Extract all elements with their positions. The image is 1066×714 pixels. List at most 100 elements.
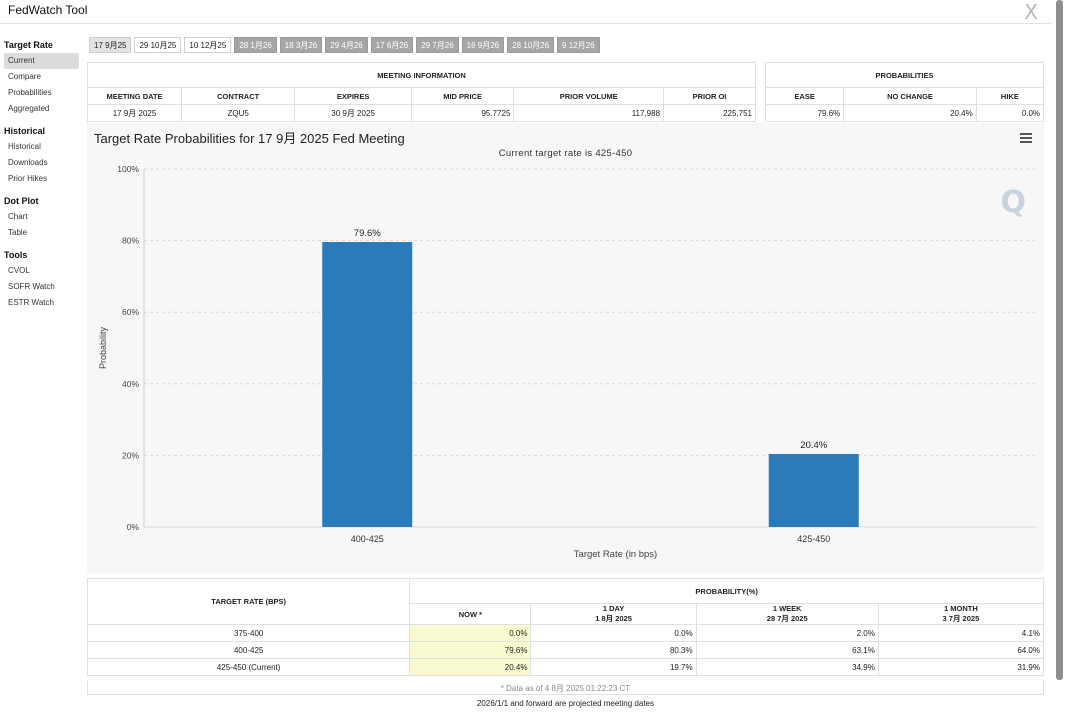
sidebar-item-downloads[interactable]: Downloads [8, 158, 48, 167]
probability-value-cell: 20.4% [409, 658, 532, 676]
horizon-column-header: 1 DAY 1 8月 2025 [530, 603, 697, 625]
meeting-column-header: MEETING DATE [86, 87, 183, 105]
sidebar-item-cvol[interactable]: CVOL [8, 266, 30, 275]
meeting-tab[interactable]: 18 3月26 [279, 37, 323, 53]
probability-column-header: HIKE [975, 87, 1045, 105]
sidebar-item-prior-hikes[interactable]: Prior Hikes [8, 174, 48, 183]
quikstrike-logo: Q [1000, 185, 1026, 220]
target-rate-cell: 425-450 (Current) [86, 658, 411, 676]
meeting-column-header: EXPIRES [294, 87, 412, 105]
horizon-date: 3 7月 2025 [942, 614, 980, 623]
meeting-cell: 95.7725 [410, 104, 515, 122]
meeting-cell: 225,751 [663, 104, 756, 122]
target-rate-header: TARGET RATE (BPS) [86, 578, 411, 625]
probability-cell: 20.4% [843, 104, 977, 122]
sidebar-nav: Target Rate Current Compare Probabilities Ag… [0, 36, 82, 311]
meeting-column-header: MID PRICE [410, 87, 515, 105]
projected-dates-note: 2026/1/1 and forward are projected meeti… [476, 699, 654, 708]
sidebar-item-historical[interactable]: Historical [8, 142, 41, 151]
y-tick-label: 20% [122, 450, 139, 460]
sidebar-item-chart[interactable]: Chart [8, 212, 28, 221]
sidebar-section-title: Dot Plot [4, 196, 39, 206]
meeting-info-header: MEETING INFORMATION [87, 62, 756, 88]
probabilities-header: PROBABILITIES [765, 62, 1044, 88]
probabilities-table: PROBABILITIES EASE NO CHANGE HIKE 79.6% 20.… [764, 62, 1045, 122]
probability-column-header: NO CHANGE [843, 87, 977, 105]
x-tick-label: 400-425 [351, 534, 384, 544]
meeting-date-tabs: 17 9月25 29 10月25 10 12月25 28 1月26 18 3月26 29 … [89, 37, 600, 53]
meeting-tab[interactable]: 9 12月26 [557, 37, 600, 53]
bar-425-450[interactable] [768, 453, 859, 527]
target-rate-cell: 400-425 [86, 641, 411, 659]
probability-cell: 79.6% [764, 104, 845, 122]
chart-subtitle: Current target rate is 425-450 [498, 148, 633, 159]
horizon-date: 1 8月 2025 [595, 614, 632, 623]
horizon-column-header: NOW * [409, 603, 532, 625]
title-bar: FedWatch Tool X [0, 0, 1052, 24]
bar-value-label: 20.4% [800, 440, 827, 451]
table-row: 375-400 0.0% 0.0% 2.0% 4.1% [86, 624, 1045, 642]
chart-plot-area: 0% 20% 40% 60% 80% 100% 79.6% 400-425 20.4% 425-4… [98, 164, 1037, 560]
y-axis-label: Probability [98, 326, 108, 369]
probability-cell: 0.0% [975, 104, 1045, 122]
probability-value-cell: 80.3% [530, 641, 697, 659]
probability-value-cell: 0.0% [409, 624, 532, 642]
x-tick-label: 425-450 [797, 534, 830, 544]
y-tick-label: 60% [122, 307, 139, 317]
horizon-column-header: 1 MONTH 3 7月 2025 [877, 603, 1045, 625]
sidebar-item-estr-watch[interactable]: ESTR Watch [8, 298, 54, 307]
target-rate-cell: 375-400 [86, 624, 411, 642]
sidebar-item-current[interactable]: Current [4, 53, 79, 69]
probability-value-cell: 0.0% [530, 624, 697, 642]
meeting-cell: 117,988 [513, 104, 665, 122]
probability-value-cell: 31.9% [877, 658, 1045, 676]
close-icon[interactable]: X [1024, 0, 1038, 24]
meeting-cell: 30 9月 2025 [294, 104, 412, 122]
chart-menu-icon[interactable] [1020, 133, 1032, 145]
meeting-tab[interactable]: 28 10月26 [507, 37, 555, 53]
probability-column-header: EASE [764, 87, 845, 105]
y-tick-label: 80% [122, 236, 139, 246]
scrollbar-thumb[interactable] [1056, 0, 1063, 680]
sidebar-item-probabilities[interactable]: Probabilities [8, 88, 52, 97]
scrollbar[interactable] [1052, 0, 1066, 714]
sidebar-section-title: Historical [4, 126, 46, 136]
sidebar-item-aggregated[interactable]: Aggregated [8, 104, 50, 113]
chart-title: Target Rate Probabilities for 17 9月 2025… [94, 131, 405, 146]
meeting-tab[interactable]: 28 1月26 [234, 37, 277, 53]
horizon-date: 28 7月 2025 [766, 614, 808, 623]
horizon-label: NOW * [458, 609, 483, 619]
meeting-tab[interactable]: 29 4月26 [325, 37, 368, 53]
bar-400-425[interactable] [322, 242, 413, 528]
table-row: 425-450 (Current) 20.4% 19.7% 34.9% 31.9% [86, 658, 1045, 676]
target-rate-probability-table: TARGET RATE (BPS) PROBABILITY(%) NOW * 1 … [86, 578, 1045, 676]
sidebar-item-compare[interactable]: Compare [8, 72, 41, 81]
meeting-tab[interactable]: 10 12月25 [184, 37, 232, 53]
y-tick-label: 0% [127, 522, 140, 532]
horizon-label: 1 DAY [602, 604, 625, 613]
meeting-column-header: CONTRACT [181, 87, 296, 105]
probability-value-cell: 64.0% [877, 641, 1045, 659]
sidebar-section-title: Tools [4, 250, 28, 260]
probability-value-cell: 19.7% [530, 658, 697, 676]
x-axis-label: Target Rate (in bps) [574, 549, 657, 560]
bar-value-label: 79.6% [354, 228, 381, 239]
horizon-label: 1 MONTH [944, 604, 978, 613]
meeting-tab[interactable]: 29 7月26 [416, 37, 459, 53]
meeting-tab[interactable]: 29 10月25 [134, 37, 182, 53]
sidebar-item-sofr-watch[interactable]: SOFR Watch [8, 282, 55, 291]
meeting-information-table: MEETING INFORMATION MEETING DATE CONTRACT… [86, 62, 756, 122]
meeting-tab[interactable]: 17 6月26 [370, 37, 414, 53]
meeting-tab[interactable]: 16 9月26 [461, 37, 505, 53]
table-row: 400-425 79.6% 80.3% 63.1% 64.0% [86, 641, 1045, 659]
meeting-column-header: PRIOR VOLUME [513, 87, 665, 105]
y-tick-label: 100% [117, 164, 139, 174]
app-title: FedWatch Tool [8, 3, 88, 17]
horizon-column-header: 1 WEEK 28 7月 2025 [695, 603, 879, 625]
meeting-tab[interactable]: 17 9月25 [89, 37, 132, 53]
probability-value-cell: 4.1% [877, 624, 1045, 642]
sidebar-item-table[interactable]: Table [8, 228, 28, 237]
meeting-cell: ZQU5 [181, 104, 296, 122]
meeting-column-header: PRIOR OI [663, 87, 756, 105]
